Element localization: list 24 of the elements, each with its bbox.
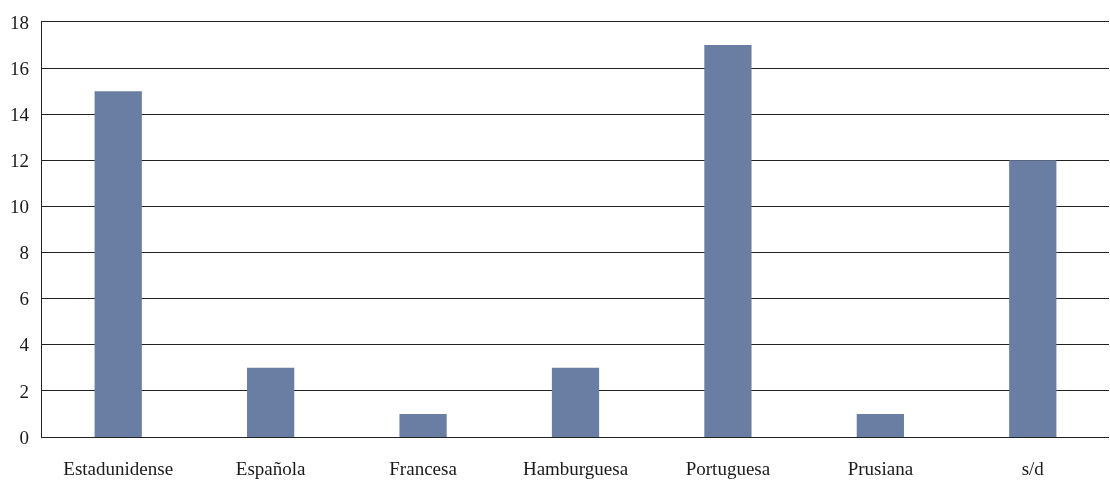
y-tick-label: 8 bbox=[19, 242, 30, 264]
bar bbox=[94, 91, 142, 437]
y-tick-label: 0 bbox=[19, 426, 30, 448]
bar bbox=[704, 45, 752, 437]
y-tick-label: 12 bbox=[10, 149, 30, 171]
y-tick-label: 18 bbox=[10, 11, 30, 33]
x-tick-label: Estadunidense bbox=[63, 457, 174, 479]
x-tick-label: Francesa bbox=[389, 457, 458, 479]
bar bbox=[1009, 160, 1057, 437]
x-tick-label: Hamburguesa bbox=[522, 457, 629, 479]
y-tick-label: 2 bbox=[19, 380, 30, 402]
y-tick-label: 6 bbox=[19, 288, 30, 310]
y-tick-label: 14 bbox=[10, 103, 30, 125]
x-tick-label: Prusiana bbox=[847, 457, 914, 479]
bar bbox=[399, 413, 447, 437]
y-tick-label: 16 bbox=[10, 57, 30, 79]
bar bbox=[856, 413, 904, 437]
x-tick-label: Portuguesa bbox=[685, 457, 771, 479]
y-tick-label: 10 bbox=[10, 196, 30, 218]
bar bbox=[551, 367, 600, 437]
y-tick-label: 4 bbox=[19, 334, 30, 356]
x-tick-label: Española bbox=[235, 457, 307, 479]
x-tick-label: s/d bbox=[1021, 457, 1045, 479]
bar bbox=[247, 367, 295, 437]
